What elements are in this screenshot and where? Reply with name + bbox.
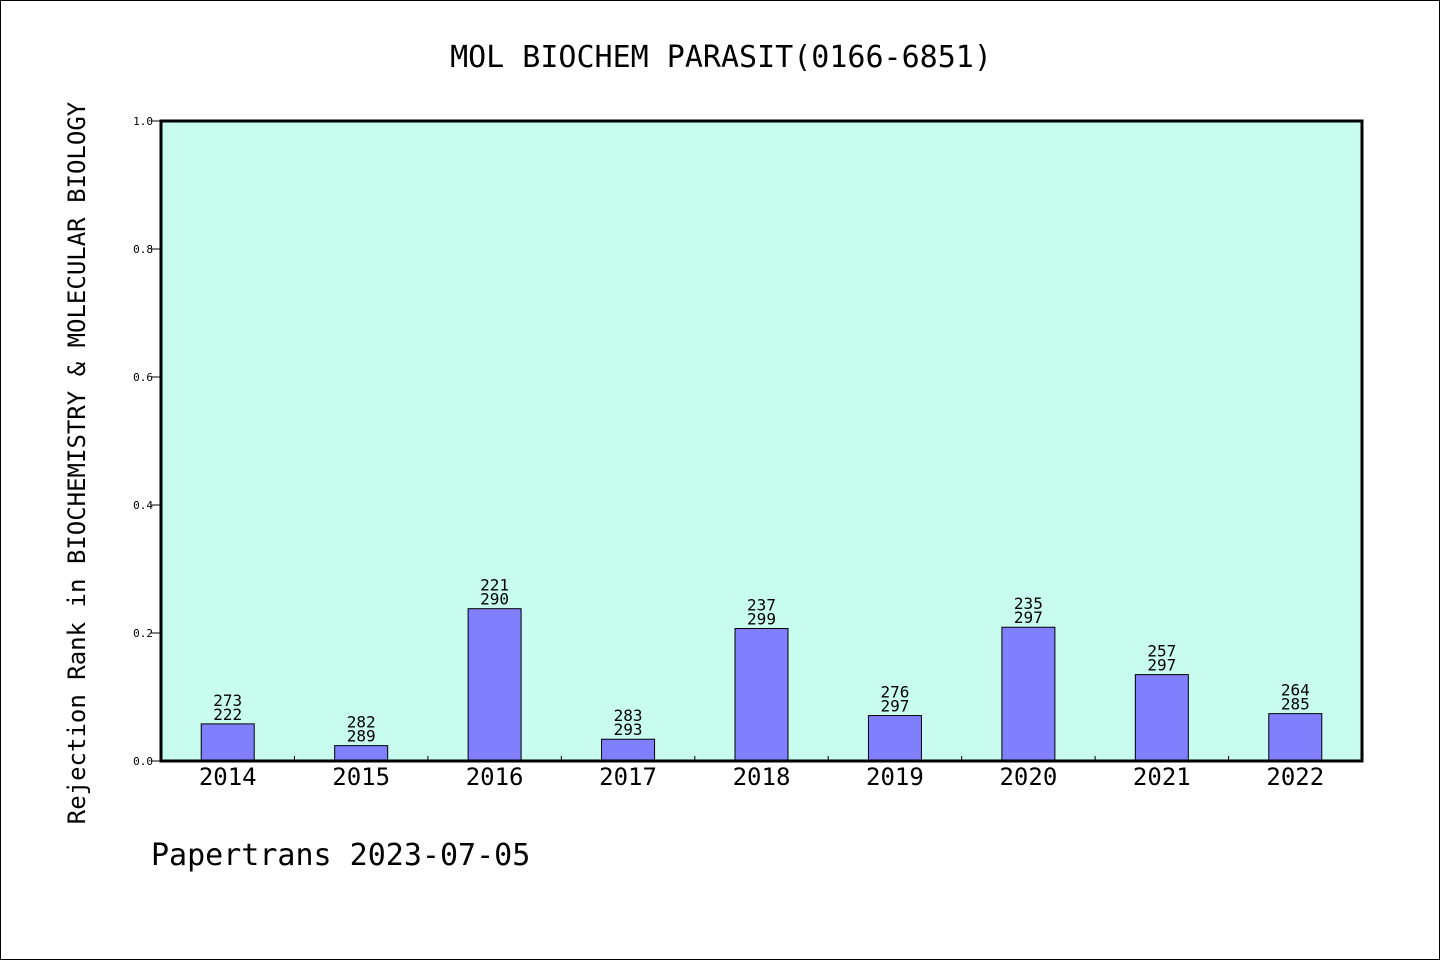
data-label-bottom: 293 [614, 720, 643, 739]
x-tick-label: 2018 [733, 763, 791, 791]
y-tick-label: 0.2 [133, 627, 153, 640]
data-label-top: 221 [480, 576, 509, 595]
bar [334, 745, 389, 762]
data-label-bottom: 297 [1147, 656, 1176, 675]
y-axis-label: Rejection Rank in BIOCHEMISTRY & MOLECUL… [63, 101, 91, 824]
x-axis-ticks: 2014 2015 2016 2017 2018 2019 2020 2021 2022 [199, 756, 1324, 791]
bar [734, 628, 789, 762]
plot-border [159, 119, 1364, 763]
x-tick-label: 2014 [199, 763, 257, 791]
y-tick-label: 0.4 [133, 499, 153, 512]
data-label-top: 273 [213, 691, 242, 710]
bar [867, 715, 922, 762]
data-label-top: 276 [880, 683, 909, 702]
y-tick-label: 0.0 [133, 755, 153, 768]
x-tick-label: 2021 [1133, 763, 1191, 791]
bar [1001, 626, 1056, 762]
data-label-top: 264 [1281, 681, 1310, 700]
x-tick-label: 2015 [332, 763, 390, 791]
data-label-bottom: 299 [747, 610, 776, 629]
chart-title: MOL BIOCHEM PARASIT(0166-6851) [450, 40, 992, 75]
data-label-bottom: 222 [213, 705, 242, 724]
bar [601, 738, 656, 762]
y-tick-label: 0.8 [133, 243, 153, 256]
x-tick-label: 2017 [599, 763, 657, 791]
y-tick-label: 1.0 [133, 115, 153, 128]
bar [1268, 713, 1323, 762]
data-label-top: 282 [347, 713, 376, 732]
x-tick-label: 2019 [866, 763, 924, 791]
data-label-bottom: 297 [880, 697, 909, 716]
x-tick-label: 2020 [999, 763, 1057, 791]
x-tick-label: 2022 [1266, 763, 1324, 791]
y-axis-ticks: 0.0 0.2 0.4 0.6 0.8 1.0 [133, 115, 161, 768]
data-label-bottom: 297 [1014, 608, 1043, 627]
y-tick-label: 0.6 [133, 371, 153, 384]
footer-text: Papertrans 2023-07-05 [151, 838, 530, 873]
bar [200, 723, 255, 762]
bars [200, 608, 1323, 762]
data-label-bottom: 285 [1281, 695, 1310, 714]
bar [467, 608, 522, 762]
data-label-top: 235 [1014, 594, 1043, 613]
data-label-top: 257 [1147, 642, 1176, 661]
data-label-bottom: 289 [347, 727, 376, 746]
data-label-top: 237 [747, 596, 776, 615]
x-tick-label: 2016 [466, 763, 524, 791]
bar [1134, 674, 1189, 762]
data-label-bottom: 290 [480, 590, 509, 609]
data-label-top: 283 [614, 706, 643, 725]
